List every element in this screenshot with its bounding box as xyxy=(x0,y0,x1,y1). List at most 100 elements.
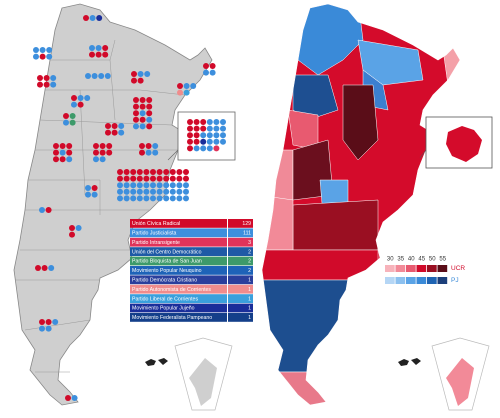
party-seats: 129 xyxy=(242,221,251,227)
scale-tick: 50 xyxy=(429,257,436,263)
seat-dot xyxy=(206,132,213,139)
vote-map xyxy=(261,3,493,411)
seat-dot xyxy=(89,51,95,58)
seat-dot xyxy=(144,71,151,77)
seat-dot xyxy=(139,103,146,110)
seat-dot xyxy=(130,195,137,202)
seat-dot xyxy=(84,95,91,101)
seat-dot xyxy=(150,182,156,189)
seat-dot xyxy=(53,156,59,163)
seat-dot xyxy=(69,113,76,119)
legend-row xyxy=(130,313,227,322)
seat-dot xyxy=(139,110,146,117)
seat-dot xyxy=(176,182,183,189)
legend-seat-cell xyxy=(228,284,253,294)
seat-dot xyxy=(156,169,163,175)
seat-dot xyxy=(123,175,130,182)
seat-dot xyxy=(69,119,76,126)
seat-dot xyxy=(176,188,183,195)
color-scale: 30 35 40 45 50 55 UCR PJ xyxy=(385,257,465,284)
seat-dot xyxy=(206,138,213,145)
seat-dot xyxy=(118,123,125,129)
seat-dot xyxy=(53,143,59,149)
seat-dot xyxy=(136,188,143,195)
seat-dot xyxy=(176,195,183,202)
seat-dot xyxy=(102,45,109,51)
party-name: Partido Justicialista xyxy=(132,230,177,236)
seat-dot xyxy=(220,138,226,145)
seat-dot xyxy=(89,15,96,21)
seat-dot xyxy=(117,188,123,195)
seat-dot xyxy=(183,89,190,96)
party-name: Movimiento Popular Jujeño xyxy=(132,306,195,312)
seat-dot xyxy=(136,169,143,175)
seat-dot xyxy=(131,77,137,84)
seat-dot xyxy=(131,71,137,77)
seat-dot xyxy=(169,195,176,202)
seat-dot xyxy=(123,195,130,202)
party-legend: Unión Cívica Radical 129 Partido Justicial… xyxy=(130,219,253,322)
seat-dot xyxy=(209,63,216,69)
seat-dot xyxy=(139,143,145,149)
inset-line xyxy=(167,149,179,161)
antarctica-inset xyxy=(174,337,233,411)
seat-dot xyxy=(39,319,45,325)
seat-dot xyxy=(46,53,53,60)
seat-dot xyxy=(163,188,170,195)
seat-dot xyxy=(163,175,170,182)
legend-row xyxy=(130,237,227,247)
seat-dot xyxy=(45,207,52,213)
seat-dot xyxy=(200,145,207,152)
scale-swatch xyxy=(416,277,427,284)
seat-dot xyxy=(213,119,220,125)
seat-dot xyxy=(213,125,220,132)
seat-dot xyxy=(123,169,130,175)
seat-dot xyxy=(93,143,99,149)
seat-dot xyxy=(99,149,106,156)
seat-dot xyxy=(206,125,213,132)
seat-dot xyxy=(85,191,91,198)
seat-dot xyxy=(143,182,150,189)
seat-dot xyxy=(117,182,123,189)
seat-dot xyxy=(99,143,106,149)
seat-dot xyxy=(39,207,45,213)
seat-dot xyxy=(111,129,118,136)
scale-party-label: PJ xyxy=(451,277,459,284)
legend-row xyxy=(130,266,227,275)
legend-row xyxy=(130,228,227,238)
province-borders xyxy=(15,39,186,373)
seat-dot xyxy=(156,195,163,202)
scale-swatch xyxy=(437,265,448,272)
seat-dot xyxy=(59,143,66,149)
party-seats: 1 xyxy=(248,306,251,312)
seat-dot xyxy=(152,143,159,149)
seat-dot xyxy=(39,47,46,53)
seat-dot xyxy=(43,81,50,88)
seat-dot xyxy=(71,395,78,401)
seat-dot xyxy=(48,265,55,271)
seat-dot xyxy=(169,188,176,195)
seat-dot xyxy=(187,125,193,132)
seat-dot xyxy=(187,132,193,139)
seat-dot xyxy=(133,97,139,103)
party-name: Movimiento Popular Neuquino xyxy=(132,268,202,274)
party-name: Partido Liberal de Corrientes xyxy=(132,296,198,302)
seat-dot xyxy=(183,188,189,195)
seat-dot xyxy=(133,110,139,117)
party-seats: 111 xyxy=(243,230,251,236)
seat-dot xyxy=(190,83,197,89)
seat-dot xyxy=(163,169,170,175)
seat-dot xyxy=(206,145,213,152)
seat-dot xyxy=(95,45,102,51)
seat-dot xyxy=(200,119,207,125)
seat-dot xyxy=(146,123,153,130)
seat-dot xyxy=(91,73,98,79)
seat-dot xyxy=(169,182,176,189)
legend-seat-cell xyxy=(228,294,253,303)
seat-dot xyxy=(193,138,200,145)
seat-dot xyxy=(136,175,143,182)
seat-dot xyxy=(203,69,209,76)
region xyxy=(262,249,379,281)
seat-dot xyxy=(187,145,193,152)
